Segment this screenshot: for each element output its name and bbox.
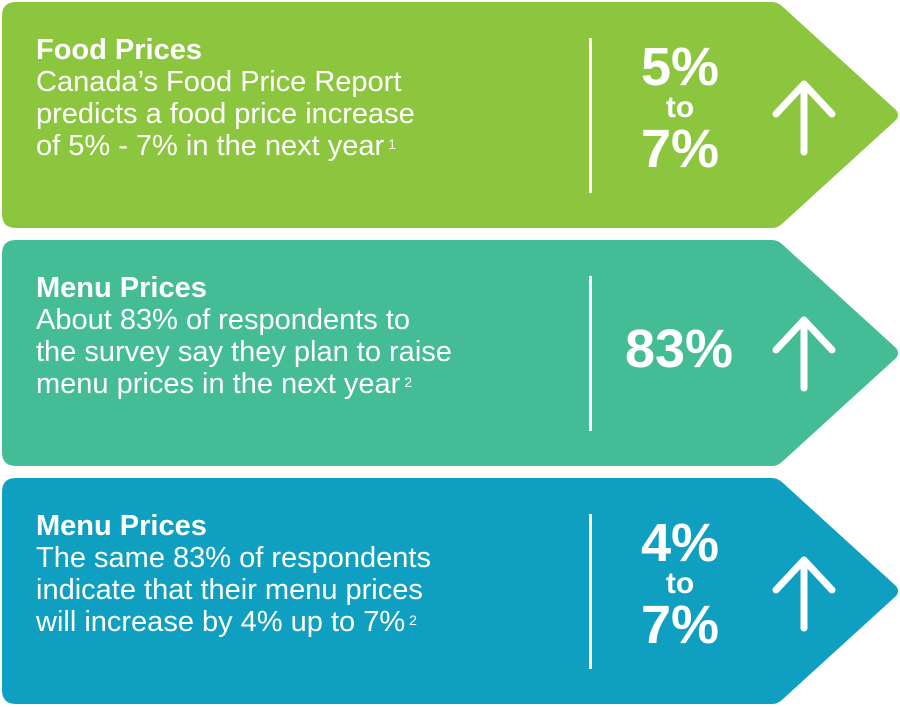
stat-range: 5% to 7%	[605, 37, 755, 179]
card-line: the survey say they plan to raise	[36, 336, 452, 368]
card-line: About 83% of respondents to	[36, 304, 411, 336]
stat-from: 4%	[640, 513, 720, 573]
card-background	[2, 2, 898, 228]
stat-to: 7%	[640, 119, 720, 179]
divider	[589, 276, 592, 431]
divider	[589, 514, 592, 669]
card-line-text: will increase by 4% up to 7%	[36, 606, 406, 638]
divider	[589, 38, 592, 193]
footnote-marker: 1	[388, 136, 396, 152]
footnote-marker: 2	[404, 374, 413, 390]
stat-connector: to	[665, 91, 695, 124]
card-background	[2, 478, 898, 704]
arrow-up-icon	[772, 316, 836, 392]
stat-from: 5%	[640, 37, 720, 97]
arrow-up-icon	[772, 80, 836, 156]
footnote-marker: 2	[409, 612, 417, 628]
card-line: menu prices in the next year 2	[36, 368, 452, 400]
card-menu-prices-increase: Menu Prices The same 83% of respondents …	[0, 476, 900, 706]
card-background	[2, 240, 898, 466]
card-line: will increase by 4% up to 7% 2	[36, 606, 431, 638]
card-line-text: of 5% - 7% in the next year	[36, 130, 385, 162]
card-title: Menu Prices	[36, 272, 207, 304]
card-line: Canada’s Food Price Report	[36, 66, 402, 98]
card-food-prices: Food Prices Canada’s Food Price Report p…	[0, 0, 900, 230]
card-line: indicate that their menu prices	[36, 574, 423, 606]
card-title: Menu Prices	[36, 510, 207, 542]
stat-range: 4% to 7%	[605, 513, 755, 655]
card-line: of 5% - 7% in the next year 1	[36, 130, 415, 162]
card-title: Food Prices	[36, 34, 202, 66]
stat-value: 83%	[624, 319, 734, 379]
stat-to: 7%	[640, 595, 720, 655]
card-line: The same 83% of respondents	[36, 542, 431, 574]
stat-single: 83%	[604, 319, 754, 379]
card-line-text: menu prices in the next year	[36, 368, 401, 400]
arrow-up-icon	[772, 556, 836, 632]
card-menu-prices-plan: Menu Prices About 83% of respondents to …	[0, 238, 900, 468]
stat-connector: to	[665, 567, 695, 600]
card-line: predicts a food price increase	[36, 98, 415, 130]
